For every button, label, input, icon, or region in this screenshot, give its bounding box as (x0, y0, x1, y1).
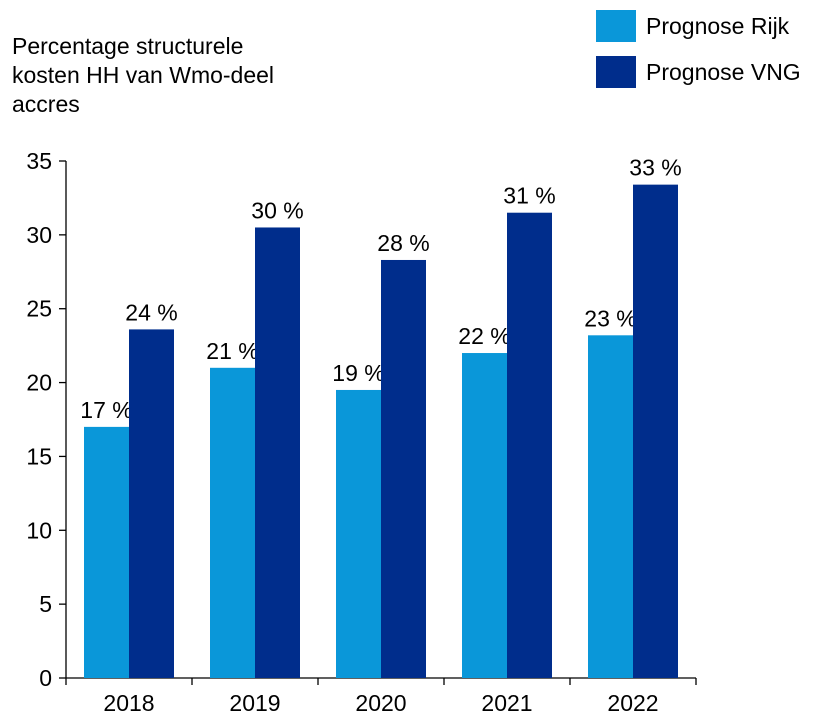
x-tick-label: 2019 (229, 690, 280, 713)
y-tick-label: 5 (39, 591, 52, 617)
y-tick-label: 15 (26, 443, 52, 469)
y-tick-label: 30 (26, 222, 52, 248)
y-axis-title-line: Percentage structurele (12, 33, 244, 59)
bar-vng (633, 184, 678, 679)
bar-rijk (462, 353, 507, 678)
bar-vng (255, 227, 300, 678)
x-tick-label: 2021 (481, 690, 532, 713)
bar-vng (129, 329, 174, 678)
data-label-vng: 30 % (251, 197, 303, 223)
y-tick-label: 25 (26, 296, 52, 322)
legend-item-rijk: Prognose Rijk (596, 10, 801, 42)
data-label-rijk: 23 % (584, 305, 636, 331)
data-label-rijk: 19 % (332, 360, 384, 386)
y-axis-title-line: accres (12, 91, 80, 117)
legend-swatch-rijk (596, 10, 636, 42)
legend: Prognose Rijk Prognose VNG (596, 10, 801, 102)
legend-swatch-vng (596, 56, 636, 88)
y-tick-label: 35 (26, 148, 52, 174)
x-tick-label: 2018 (103, 690, 154, 713)
bar-rijk (336, 389, 381, 678)
legend-label-vng: Prognose VNG (646, 58, 801, 85)
data-label-rijk: 22 % (458, 323, 510, 349)
y-axis-title: Percentage structurele kosten HH van Wmo… (12, 32, 332, 119)
bar-rijk (210, 367, 255, 678)
data-label-vng: 31 % (503, 183, 555, 209)
data-label-rijk: 17 % (80, 397, 132, 423)
bar-vng (507, 212, 552, 678)
y-tick-label: 10 (26, 517, 52, 543)
data-label-vng: 33 % (629, 155, 681, 181)
legend-item-vng: Prognose VNG (596, 56, 801, 88)
y-axis-title-line: kosten HH van Wmo-deel (12, 62, 275, 88)
bar-vng (381, 259, 426, 678)
y-tick-label: 20 (26, 370, 52, 396)
data-label-rijk: 21 % (206, 338, 258, 364)
data-label-vng: 28 % (377, 230, 429, 256)
bar-rijk (588, 335, 633, 678)
legend-label-rijk: Prognose Rijk (646, 12, 790, 39)
x-tick-label: 2022 (607, 690, 658, 713)
x-tick-label: 2020 (355, 690, 406, 713)
bar-rijk (84, 426, 129, 678)
y-tick-label: 0 (39, 665, 52, 691)
data-label-vng: 24 % (125, 299, 177, 325)
